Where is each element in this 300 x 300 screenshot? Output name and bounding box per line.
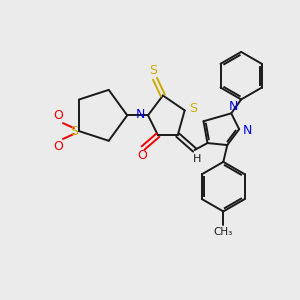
Text: O: O xyxy=(53,140,63,153)
Text: S: S xyxy=(190,102,198,115)
Text: H: H xyxy=(194,154,202,164)
Text: N: N xyxy=(135,108,145,121)
Text: CH₃: CH₃ xyxy=(214,227,233,237)
Text: S: S xyxy=(70,124,78,137)
Text: N: N xyxy=(242,124,252,137)
Text: S: S xyxy=(149,64,157,77)
Text: N: N xyxy=(229,100,238,113)
Text: O: O xyxy=(137,149,147,162)
Text: O: O xyxy=(53,109,63,122)
